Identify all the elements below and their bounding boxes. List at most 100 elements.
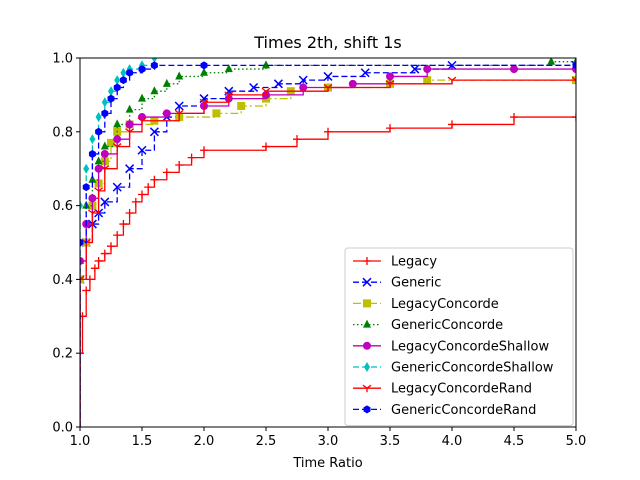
legend-box (344, 247, 574, 427)
data-point (149, 127, 159, 137)
data-point (298, 75, 308, 85)
x-tick-label: 1.5 (132, 434, 153, 449)
data-point (80, 238, 84, 247)
x-tick-label: 4.5 (504, 434, 525, 449)
data-point (83, 163, 90, 174)
data-point (113, 119, 122, 128)
x-axis-label: Time Ratio (292, 456, 362, 471)
data-point (94, 187, 103, 195)
data-point (80, 275, 85, 284)
data-point (571, 76, 576, 85)
y-tick-label: 0.8 (52, 125, 73, 140)
legend-label: GenericConcordeShallow (391, 361, 554, 376)
data-point (364, 362, 370, 372)
data-point (175, 161, 184, 170)
data-point (119, 76, 127, 85)
data-point (360, 68, 370, 78)
data-point (362, 277, 372, 287)
legend-label: GenericConcordeRand (391, 403, 536, 418)
data-point (324, 127, 332, 136)
data-point (101, 109, 109, 118)
data-point (224, 91, 234, 99)
data-point (80, 200, 83, 211)
legend-entry: LegacyConcorde (353, 297, 499, 312)
data-point (138, 113, 146, 122)
data-point (212, 109, 221, 118)
data-point (108, 86, 114, 97)
data-point (293, 135, 301, 144)
data-point (199, 98, 209, 107)
data-point (273, 79, 283, 89)
data-point (423, 76, 432, 85)
data-point (448, 120, 456, 129)
legend-entry: LegacyConcordeShallow (353, 339, 549, 354)
data-point (363, 299, 371, 308)
data-point (125, 164, 135, 174)
series-layer (80, 58, 576, 427)
data-point (80, 349, 84, 358)
data-point (120, 67, 127, 78)
legend-entry: Legacy (353, 255, 437, 270)
data-point (150, 61, 158, 70)
data-point (100, 249, 109, 258)
data-point (510, 113, 518, 122)
legend-label: Generic (391, 276, 441, 291)
y-tick-label: 0.0 (52, 421, 73, 436)
legend-entry: GenericConcordeShallow (353, 361, 554, 376)
data-point (447, 76, 457, 85)
data-point (572, 113, 576, 122)
legend-entry: GenericConcordeRand (353, 403, 536, 418)
data-point (90, 264, 99, 273)
data-point (363, 341, 371, 350)
data-point (131, 197, 140, 206)
data-point (150, 175, 159, 184)
data-point (323, 71, 333, 81)
legend-label: GenericConcorde (391, 318, 503, 333)
data-point (144, 183, 153, 192)
data-point (175, 71, 184, 80)
y-tick-label: 0.6 (52, 199, 73, 214)
legend-label: Legacy (391, 255, 437, 270)
data-point (125, 208, 134, 217)
data-point (363, 257, 371, 265)
x-axis: 1.0 1.5 2.0 2.5 3.0 3.5 4.0 4.5 5.0 (70, 427, 586, 449)
data-point (262, 142, 270, 151)
data-point (107, 94, 115, 103)
data-point (200, 61, 208, 70)
x-tick-label: 3.0 (318, 434, 339, 449)
data-point (348, 79, 357, 88)
data-point (88, 209, 97, 217)
data-point (95, 127, 103, 136)
data-point (510, 65, 518, 74)
chart-title: Times 2th, shift 1s (253, 33, 402, 52)
x-tick-label: 3.5 (380, 434, 401, 449)
legend-label: LegacyConcorde (391, 297, 499, 312)
data-point (100, 197, 110, 207)
data-point (423, 65, 432, 74)
x-tick-label: 1.0 (70, 434, 91, 449)
data-point (100, 141, 109, 150)
legend-entry: Generic (353, 276, 441, 291)
data-point (410, 64, 420, 74)
data-point (323, 84, 333, 92)
legend-label: LegacyConcordeRand (391, 382, 532, 397)
data-point (151, 58, 158, 63)
data-point (113, 135, 122, 144)
data-point (107, 138, 115, 147)
data-point (94, 256, 103, 265)
data-point (363, 405, 371, 414)
data-point (174, 109, 184, 118)
data-point (200, 67, 208, 76)
data-point (138, 93, 146, 102)
data-point (113, 231, 122, 240)
data-point (386, 72, 394, 81)
data-point (114, 75, 121, 86)
data-point (101, 97, 108, 108)
series-LegacyConcordeRand (80, 76, 576, 427)
data-point (199, 94, 209, 104)
data-point (112, 182, 122, 192)
data-point (137, 117, 147, 125)
data-point (362, 384, 372, 393)
data-point (119, 220, 128, 229)
